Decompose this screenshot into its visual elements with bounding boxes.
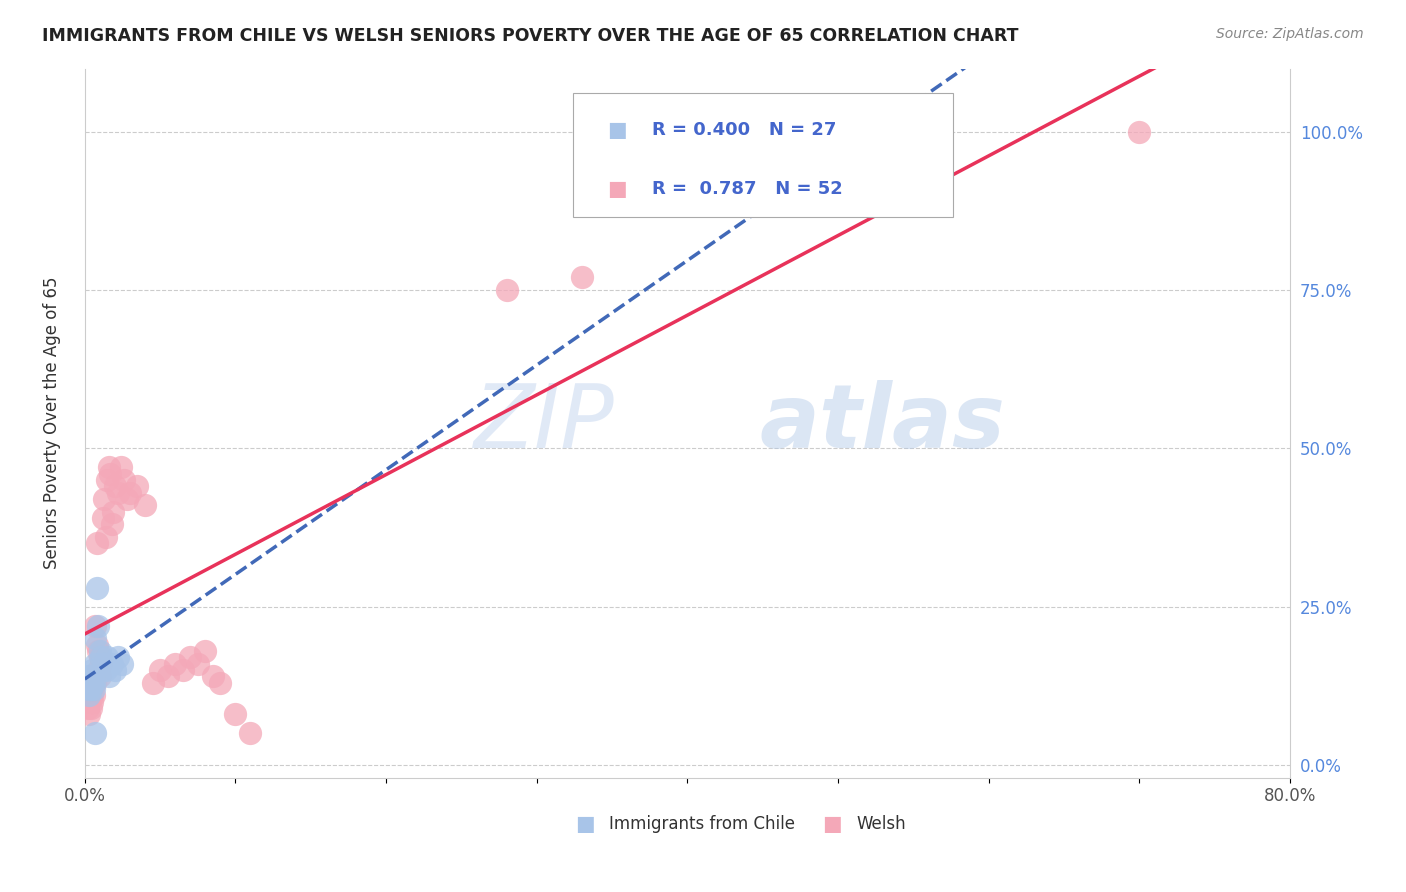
Point [89,650,111,665]
Point [107,650,129,665]
Point [111,657,134,671]
Point [101,657,124,671]
Point [83,675,105,690]
Point [172,663,194,677]
Text: IMMIGRANTS FROM CHILE VS WELSH SENIORS POVERTY OVER THE AGE OF 65 CORRELATION CH: IMMIGRANTS FROM CHILE VS WELSH SENIORS P… [42,27,1019,45]
Point [91,663,114,677]
Point [165,657,187,671]
Point [903,125,925,139]
Text: Welsh: Welsh [856,815,905,833]
Point [90,657,112,671]
Point [83,689,105,703]
Point [84,675,107,690]
Point [571,270,593,285]
Point [87,663,110,677]
Point [224,707,246,722]
Point [75,675,97,690]
Point [87,619,110,633]
Text: atlas: atlas [759,380,1005,467]
Text: ■: ■ [575,814,595,834]
Point [82,695,104,709]
Point [77,689,100,703]
Point [76,682,98,697]
Point [91,511,114,525]
FancyBboxPatch shape [572,94,953,218]
Point [77,695,100,709]
Point [187,657,209,671]
Point [84,726,107,740]
Point [89,644,111,658]
Point [110,460,132,475]
Point [112,473,135,487]
Point [201,669,224,683]
Text: ■: ■ [606,120,627,140]
Point [98,467,121,481]
Point [76,669,98,683]
Point [495,283,517,297]
Point [96,473,118,487]
Point [94,530,117,544]
Point [86,581,108,595]
Point [90,650,112,665]
Point [156,669,179,683]
Point [80,669,103,683]
Point [93,492,115,507]
Point [104,479,127,493]
Text: R =  0.787   N = 52: R = 0.787 N = 52 [652,180,844,198]
Y-axis label: Seniors Poverty Over the Age of 65: Seniors Poverty Over the Age of 65 [44,277,60,569]
Point [75,695,97,709]
Point [134,499,156,513]
Point [97,669,120,683]
Point [94,663,117,677]
Text: Source: ZipAtlas.com: Source: ZipAtlas.com [1216,27,1364,41]
Point [104,663,127,677]
Text: ■: ■ [823,814,842,834]
Point [80,682,103,697]
Point [97,460,120,475]
Point [86,638,108,652]
Point [83,675,105,690]
Text: Immigrants from Chile: Immigrants from Chile [609,815,794,833]
Point [127,479,149,493]
Point [84,619,107,633]
Point [101,517,124,532]
Point [82,689,104,703]
Point [87,644,110,658]
Point [93,657,115,671]
Point [76,689,98,703]
Point [82,675,104,690]
Point [209,675,232,690]
Point [83,682,105,697]
Text: ■: ■ [606,179,627,199]
Point [118,485,141,500]
Point [96,650,118,665]
Point [77,675,100,690]
Text: ZIP: ZIP [474,380,614,467]
Point [194,644,217,658]
Point [115,492,138,507]
Point [179,650,201,665]
Point [239,726,262,740]
Point [149,663,172,677]
Point [141,675,163,690]
Point [84,632,107,646]
Point [84,657,107,671]
Point [76,701,98,715]
Point [80,682,103,697]
Point [1128,125,1150,139]
Text: R = 0.400   N = 27: R = 0.400 N = 27 [652,121,837,139]
Point [86,536,108,550]
Point [107,485,129,500]
Point [82,663,104,677]
Point [89,669,111,683]
Point [80,701,103,715]
Point [103,505,125,519]
Point [77,707,100,722]
